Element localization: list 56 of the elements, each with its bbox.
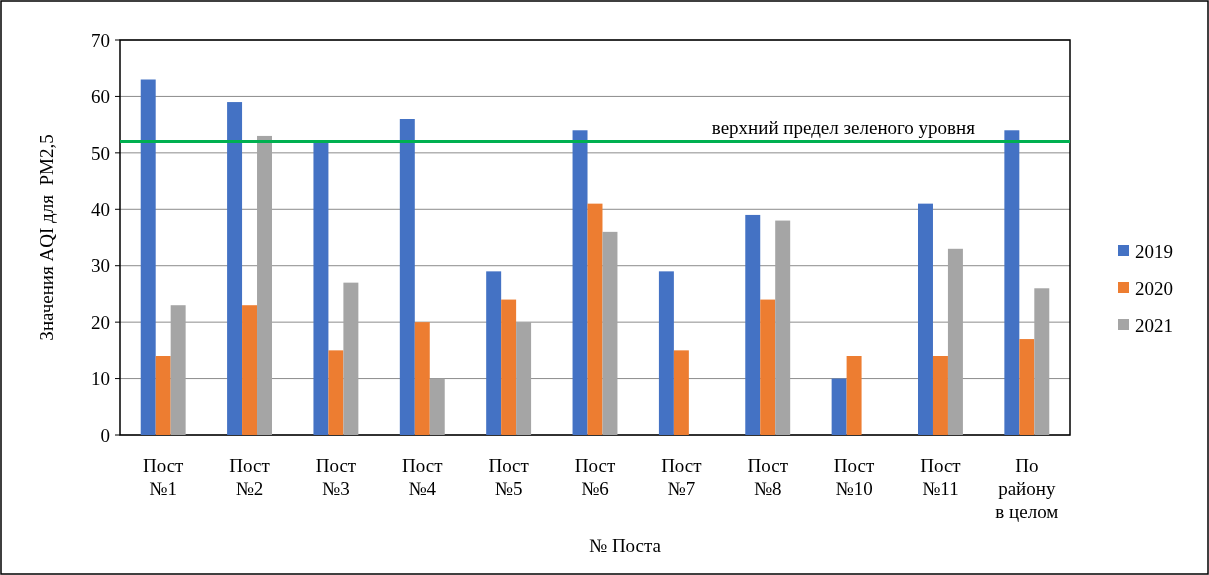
y-tick-label: 40 [91, 198, 110, 220]
legend-label: 2020 [1135, 277, 1173, 299]
bar [343, 282, 359, 435]
bar [745, 214, 761, 435]
bar [658, 271, 674, 435]
bar [947, 248, 963, 435]
y-tick-label: 70 [91, 29, 110, 51]
x-tick-label: Пост №11 [920, 455, 962, 499]
bar [1004, 130, 1020, 435]
x-tick-label: Пост №5 [488, 455, 530, 499]
x-tick-label: Пост №6 [574, 455, 616, 499]
x-axis-title: № Поста [589, 535, 662, 556]
bar [673, 350, 689, 435]
bar [170, 305, 186, 435]
bar [414, 322, 430, 435]
bar [831, 378, 847, 435]
x-tick-label: Пост №8 [747, 455, 789, 499]
bar [602, 231, 618, 435]
y-tick-label: 20 [91, 311, 110, 333]
bar [155, 356, 171, 435]
bar [760, 299, 776, 435]
bar [242, 305, 258, 435]
x-tick-label: Пост №7 [661, 455, 703, 499]
bar [516, 322, 532, 435]
bar [140, 79, 156, 435]
y-axis-title: Значения AQI для PM2,5 [36, 134, 57, 341]
legend-label: 2021 [1135, 314, 1173, 336]
bar [227, 102, 243, 435]
bar [775, 220, 791, 435]
x-tick-label: Пост №1 [142, 455, 185, 499]
bar [486, 271, 502, 435]
y-tick-label: 50 [91, 142, 110, 164]
bar [257, 135, 272, 435]
bar [313, 141, 329, 435]
bar [399, 119, 415, 435]
bar [932, 356, 948, 435]
bar [328, 350, 344, 435]
x-tick-label: Пост №2 [229, 455, 271, 499]
legend-label: 2019 [1135, 240, 1173, 262]
ref-line-label: верхний предел зеленого уровня [711, 116, 976, 138]
bar [846, 356, 862, 435]
bar [501, 299, 517, 435]
x-tick-label: Пост №10 [833, 455, 875, 499]
x-tick-label: Пост №4 [402, 455, 444, 499]
bar [1019, 339, 1035, 435]
y-tick-label: 0 [100, 424, 110, 446]
bar [429, 378, 445, 435]
y-tick-label: 60 [91, 86, 110, 108]
bar [918, 203, 933, 435]
y-tick-label: 10 [91, 368, 110, 390]
x-tick-label: По району в целом [995, 455, 1059, 522]
bar [1034, 288, 1050, 435]
bar [587, 203, 603, 435]
y-tick-label: 30 [91, 255, 110, 277]
x-tick-label: Пост №3 [315, 455, 357, 499]
bar [572, 130, 588, 435]
